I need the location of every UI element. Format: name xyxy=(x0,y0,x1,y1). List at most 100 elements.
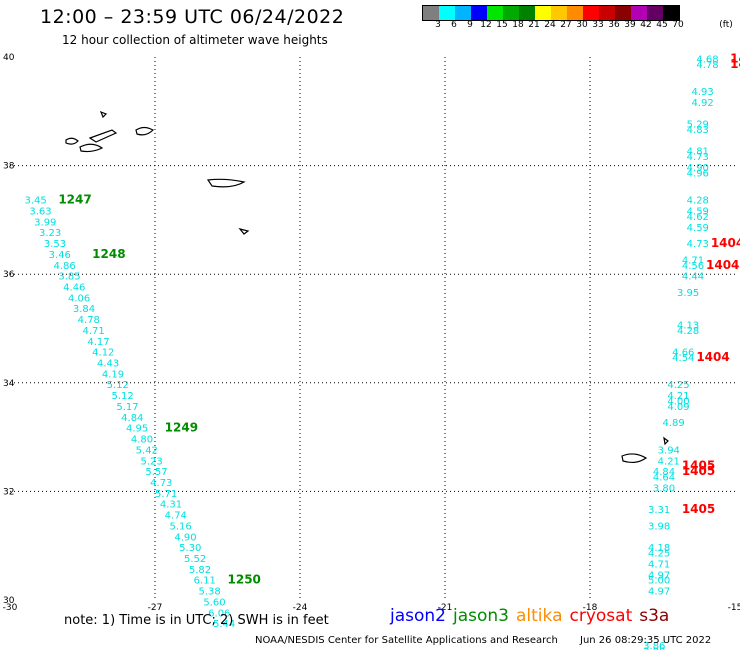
swh-value-label: 5.82 xyxy=(189,565,211,576)
color-scale-label: 70 xyxy=(672,20,684,30)
swh-value-label: 5.60 xyxy=(203,597,225,608)
swh-value-label: 4.25 xyxy=(667,380,689,391)
color-scale-label: 24 xyxy=(544,20,556,30)
color-scale-cell xyxy=(519,6,535,20)
satellite-legend: jason2 jason3 altika cryosat s3a xyxy=(390,606,676,626)
swh-value-label: 4.54 xyxy=(672,353,694,364)
swh-value-label: 4.12 xyxy=(92,348,114,359)
swh-value-label: 4.21 xyxy=(658,456,680,467)
swh-value-label: 3.94 xyxy=(658,445,680,456)
swh-value-label: 4.90 xyxy=(687,163,709,174)
swh-value-label: 3.95 xyxy=(677,288,699,299)
swh-value-label: 4.28 xyxy=(677,326,699,337)
y-tick-label: 40 xyxy=(3,53,15,63)
swh-value-label: 4.25 xyxy=(648,549,670,560)
swh-value-label: 3.46 xyxy=(49,250,71,261)
swh-value-label: 4.97 xyxy=(648,570,670,581)
color-scale-cell xyxy=(583,6,599,20)
swh-value-label: 3.63 xyxy=(29,206,51,217)
axis-tick-labels: -30 -27 -24 -21 -18 -15 30 32 34 36 38 40 xyxy=(3,53,740,613)
color-scale-cell xyxy=(647,6,663,20)
swh-value-label: 4.71 xyxy=(682,255,704,266)
swh-value-label: 4.68 xyxy=(696,54,718,65)
swh-value-label: 5.12 xyxy=(107,380,129,391)
legend-item-jason2: jason2 xyxy=(390,606,446,626)
generation-timestamp: Jun 26 08:29:35 UTC 2022 xyxy=(580,635,712,646)
pass-time-label: 1405 xyxy=(682,464,715,478)
swh-value-label: 4.97 xyxy=(648,587,670,598)
swh-value-label: 4.64 xyxy=(653,473,675,484)
swh-value-label: 4.86 xyxy=(54,261,76,272)
color-scale-cell xyxy=(439,6,455,20)
color-scale-cell xyxy=(631,6,647,20)
swh-value-label: 4.28 xyxy=(687,196,709,207)
color-scale-bar xyxy=(422,5,680,21)
swh-value-label: 4.59 xyxy=(687,206,709,217)
color-scale-cell xyxy=(487,6,503,20)
island-outline xyxy=(65,137,79,145)
swh-value-label: 3.85 xyxy=(58,272,80,283)
swh-value-label: 4.66 xyxy=(672,348,694,359)
legend-item-jason3: jason3 xyxy=(453,606,509,626)
footnote: note: 1) Time is in UTC; 2) SWH is in fe… xyxy=(64,613,329,628)
swh-value-label: 4.62 xyxy=(687,212,709,223)
swh-value-label: 3.23 xyxy=(39,228,61,239)
swh-value-label: 4.71 xyxy=(83,326,105,337)
swh-value-label: 4.17 xyxy=(87,337,109,348)
color-scale-label: 30 xyxy=(576,20,588,30)
swh-value-label: 4.21 xyxy=(667,391,689,402)
color-scale-label: 42 xyxy=(640,20,652,30)
swh-value-label: 4.31 xyxy=(160,500,182,511)
pass-time-label: 1404 xyxy=(696,350,729,364)
swh-value-label: 4.78 xyxy=(78,315,100,326)
legend-item-s3a: s3a xyxy=(639,606,670,626)
x-tick-label: -18 xyxy=(583,603,598,613)
color-scale-cell xyxy=(663,6,679,20)
swh-value-label: 4.06 xyxy=(68,293,90,304)
swh-value-label: 4.43 xyxy=(97,359,119,370)
color-scale-cell xyxy=(567,6,583,20)
swh-value-label: 4.56 xyxy=(682,261,704,272)
island-outline xyxy=(135,126,154,136)
x-tick-label: -24 xyxy=(293,603,308,613)
swh-value-label: 4.83 xyxy=(687,125,709,136)
color-scale-label: 18 xyxy=(512,20,524,30)
swh-value-label: 4.84 xyxy=(653,467,675,478)
color-scale-cell xyxy=(423,6,439,20)
swh-value-label: 4.73 xyxy=(150,478,172,489)
color-scale-label: 36 xyxy=(608,20,620,30)
color-scale-labels: 3 6 9 12 15 18 21 24 27 30 33 36 39 42 45 70 (ft) xyxy=(422,20,740,34)
x-tick-label: -27 xyxy=(148,603,163,613)
swh-value-label: 5.00 xyxy=(648,576,670,587)
swh-value-label: 4.19 xyxy=(102,369,124,380)
swh-value-label: 5.30 xyxy=(179,543,201,554)
pass-time-label: 1250 xyxy=(228,573,261,587)
color-scale-cell xyxy=(615,6,631,20)
swh-value-label: 4.84 xyxy=(121,413,143,424)
credit-line: NOAA/NESDIS Center for Satellite Applica… xyxy=(255,635,558,646)
swh-value-label: 5.42 xyxy=(136,445,158,456)
swh-value-label: 6.11 xyxy=(194,576,216,587)
pass-time-label: 14 xyxy=(730,57,740,71)
swh-value-label: 3.31 xyxy=(648,505,670,516)
island-outline xyxy=(621,453,648,464)
swh-value-label: 3.53 xyxy=(44,239,66,250)
color-scale-cell xyxy=(535,6,551,20)
swh-value-label: 4.81 xyxy=(687,147,709,158)
island-outline xyxy=(206,178,246,188)
swh-value-label: 4.73 xyxy=(687,239,709,250)
color-scale-label: 12 xyxy=(480,20,492,30)
pass-time-label: 14 xyxy=(730,51,740,65)
pass-time-label: 1405 xyxy=(682,459,715,473)
color-scale-cell xyxy=(455,6,471,20)
pass-time-label: 1404 xyxy=(706,258,739,272)
swh-value-label: 4.78 xyxy=(696,60,718,71)
swh-value-label: 4.74 xyxy=(165,511,187,522)
swh-value-label: 3.98 xyxy=(648,521,670,532)
color-scale-label: 3 xyxy=(435,20,441,30)
swh-points: 3.453.633.993.233.533.464.863.854.464.06… xyxy=(25,54,719,650)
color-scale-label: 6 xyxy=(451,20,457,30)
island-outline xyxy=(79,143,104,153)
swh-value-label: 4.46 xyxy=(63,282,85,293)
